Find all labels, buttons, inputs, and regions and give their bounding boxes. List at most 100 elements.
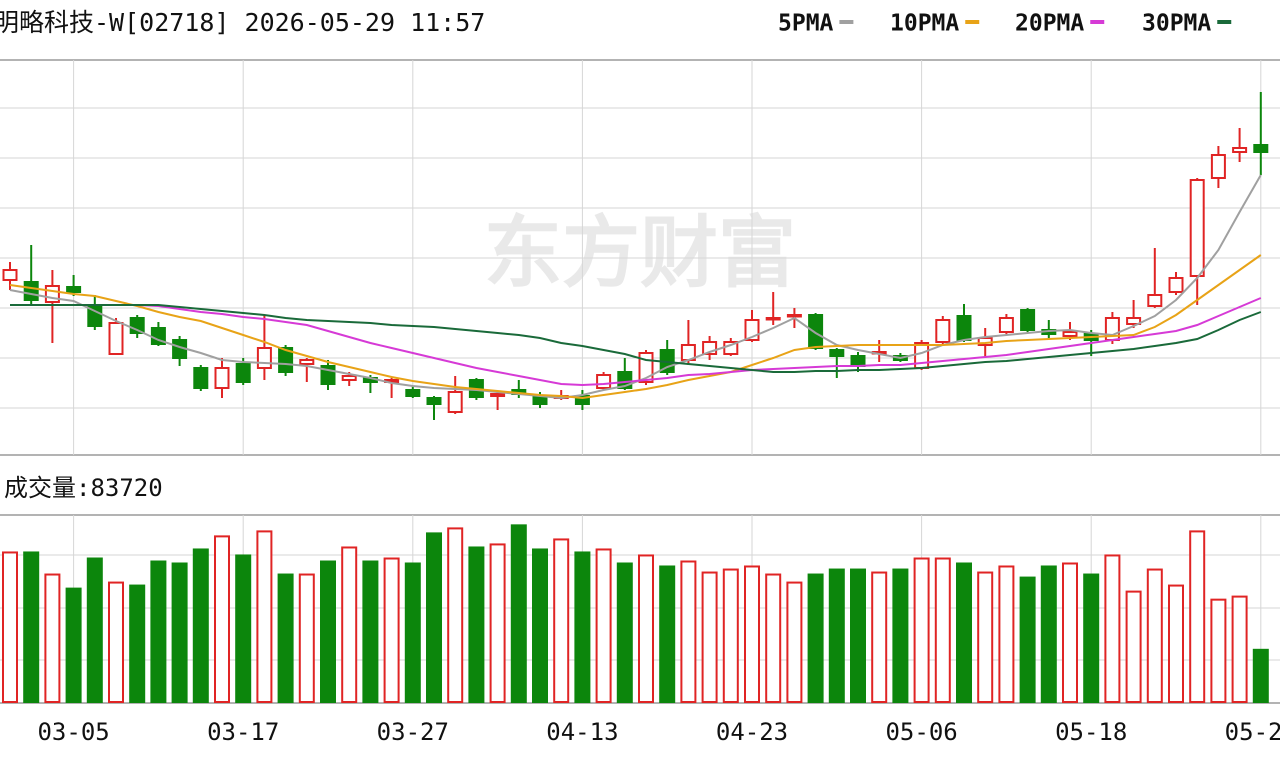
volume-bar [786, 581, 803, 703]
volume-bar [468, 546, 485, 703]
volume-bar [447, 527, 464, 703]
volume-bar [489, 543, 506, 703]
volume-bar [23, 551, 40, 704]
x-tick-label: 05-18 [1055, 718, 1127, 746]
volume-bar [1146, 568, 1163, 704]
candle-body [405, 389, 421, 397]
volume-bar [532, 548, 548, 703]
volume-bar [934, 557, 951, 703]
candle-body [765, 317, 781, 321]
volume-bar [744, 565, 760, 703]
volume-bar [44, 573, 61, 703]
volume-bar [341, 546, 358, 703]
x-tick-label: 03-27 [377, 718, 449, 746]
volume-bar [765, 573, 782, 703]
volume-bar [1125, 590, 1142, 703]
candle-body [447, 391, 463, 413]
x-tick-label: 04-23 [716, 718, 788, 746]
volume-bar [638, 554, 654, 704]
volume-bar [383, 557, 400, 703]
candle-body [1126, 317, 1142, 325]
candle-body [23, 281, 39, 301]
volume-bar [828, 568, 845, 704]
volume-bar [1189, 530, 1206, 704]
volume-bar [404, 562, 421, 704]
candle-body [956, 315, 972, 341]
volume-bar [2, 551, 18, 704]
volume-bar [807, 573, 824, 703]
x-tick-label: 03-05 [37, 718, 109, 746]
candle-body [596, 374, 612, 389]
ma-line [10, 297, 1262, 387]
volume-bar [574, 551, 591, 704]
candle-body [1168, 277, 1184, 293]
chart-title: 明略科技-W[02718] 2026-05-29 11:57 [0, 8, 485, 37]
volume-bar [1083, 573, 1100, 703]
x-tick-label: 05-06 [885, 718, 957, 746]
volume-bar [659, 565, 676, 703]
volume-bar [129, 584, 146, 704]
candle-body [235, 363, 251, 383]
x-tick-label: 04-13 [546, 718, 618, 746]
candle-body [1062, 331, 1078, 337]
candle-body [786, 314, 802, 318]
volume-label-value: 83720 [90, 474, 162, 502]
volume-bar [171, 562, 188, 704]
candle-body [935, 319, 951, 343]
legend-label: 20PMA [1015, 11, 1084, 37]
volume-label: 成交量:83720 [4, 474, 163, 502]
volume-bar [722, 568, 739, 704]
volume-bar [86, 557, 103, 703]
candle-body [850, 355, 866, 367]
volume-bar [65, 587, 82, 703]
volume-bar [192, 548, 209, 703]
ma-line [10, 304, 1262, 373]
candle-body [426, 397, 442, 405]
legend-label: 5PMA [778, 11, 834, 37]
candle-body [1020, 309, 1036, 331]
volume-bar [108, 581, 124, 703]
volume-bar [150, 560, 167, 703]
volume-bar [977, 571, 994, 704]
candle-body [278, 347, 294, 373]
candle-body [829, 349, 845, 357]
candle-body [108, 322, 124, 355]
volume-bar [1040, 565, 1057, 703]
candle-body [214, 367, 230, 389]
candle-body [998, 317, 1014, 333]
volume-bar [1019, 576, 1036, 703]
volume-bar [850, 568, 866, 704]
volume-bar [595, 548, 612, 703]
x-tick-label: 05-29 [1225, 718, 1280, 746]
volume-label-text: 成交量: [4, 474, 90, 502]
volume-bar [426, 532, 442, 703]
volume-bar [892, 568, 909, 704]
candle-body [490, 393, 506, 397]
volume-bar [320, 560, 336, 703]
volume-bar [235, 554, 252, 704]
volume-bar [680, 560, 697, 703]
watermark: 东方财富 [484, 208, 796, 298]
volume-bar [1231, 595, 1248, 704]
volume-bar [277, 573, 294, 703]
candle-body [1189, 179, 1205, 277]
candle-body [341, 375, 357, 381]
x-tick-label: 03-17 [207, 718, 279, 746]
volume-bar [256, 530, 273, 704]
volume-bar [871, 571, 888, 704]
candle-body [299, 359, 315, 365]
volume-bar [701, 571, 718, 704]
volume-bar [616, 562, 633, 704]
volume-bar [1252, 648, 1269, 703]
candle-body [193, 367, 209, 389]
volume-bar [1104, 554, 1121, 704]
candle-body [1147, 294, 1163, 307]
volume-bar [956, 562, 972, 704]
legend-label: 10PMA [890, 11, 959, 37]
volume-bar [1168, 584, 1184, 704]
volume-bar [998, 565, 1015, 703]
volume-bar [298, 573, 315, 703]
volume-bar [510, 524, 527, 704]
volume-bar [214, 535, 230, 703]
